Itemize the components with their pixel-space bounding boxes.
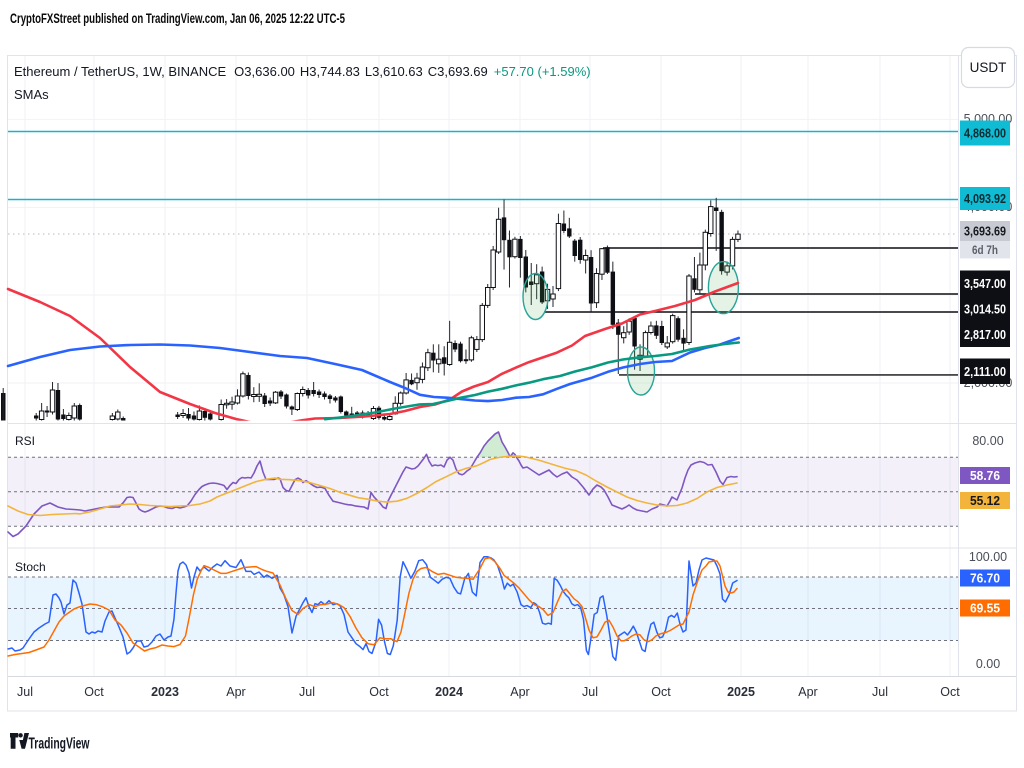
svg-text:3,014.50: 3,014.50 [964,301,1006,316]
svg-text:2,817.00: 2,817.00 [964,327,1006,342]
svg-text:Jul: Jul [582,685,598,699]
svg-text:RSI: RSI [15,434,35,448]
svg-text:TradingView: TradingView [29,736,91,753]
svg-text:Jul: Jul [299,685,315,699]
svg-text:3,693.69: 3,693.69 [964,224,1006,239]
svg-text:Oct: Oct [651,685,671,699]
svg-text:100.00: 100.00 [969,550,1007,564]
svg-text:USDT: USDT [970,60,1007,75]
svg-text:SMAs: SMAs [14,87,49,102]
svg-text:Apr: Apr [226,685,245,699]
svg-text:Ethereum / TetherUS, 1W, BINAN: Ethereum / TetherUS, 1W, BINANCE O3,636.0… [14,64,591,79]
svg-text:4,093.92: 4,093.92 [964,191,1006,206]
svg-text:6d 7h: 6d 7h [972,243,998,257]
svg-text:CryptoFXStreet published on Tr: CryptoFXStreet published on TradingView.… [10,11,345,26]
svg-text:2023: 2023 [151,685,179,699]
svg-text:2024: 2024 [435,685,463,699]
svg-text:80.00: 80.00 [972,434,1003,448]
svg-text:Oct: Oct [369,685,389,699]
svg-text:58.76: 58.76 [970,468,1000,483]
svg-text:55.12: 55.12 [970,493,1000,508]
svg-text:Apr: Apr [798,685,817,699]
svg-text:4,868.00: 4,868.00 [964,126,1006,141]
svg-text:69.55: 69.55 [970,601,1000,616]
svg-text:Jul: Jul [872,685,888,699]
svg-text:2,111.00: 2,111.00 [964,364,1006,379]
svg-text:Oct: Oct [84,685,104,699]
svg-text:3,547.00: 3,547.00 [964,276,1006,291]
svg-text:Apr: Apr [510,685,529,699]
svg-text:76.70: 76.70 [970,571,1000,586]
svg-text:2025: 2025 [727,685,755,699]
svg-text:Jul: Jul [17,685,33,699]
svg-text:0.00: 0.00 [976,657,1000,671]
svg-text:Oct: Oct [940,685,960,699]
svg-text:Stoch: Stoch [15,560,46,574]
